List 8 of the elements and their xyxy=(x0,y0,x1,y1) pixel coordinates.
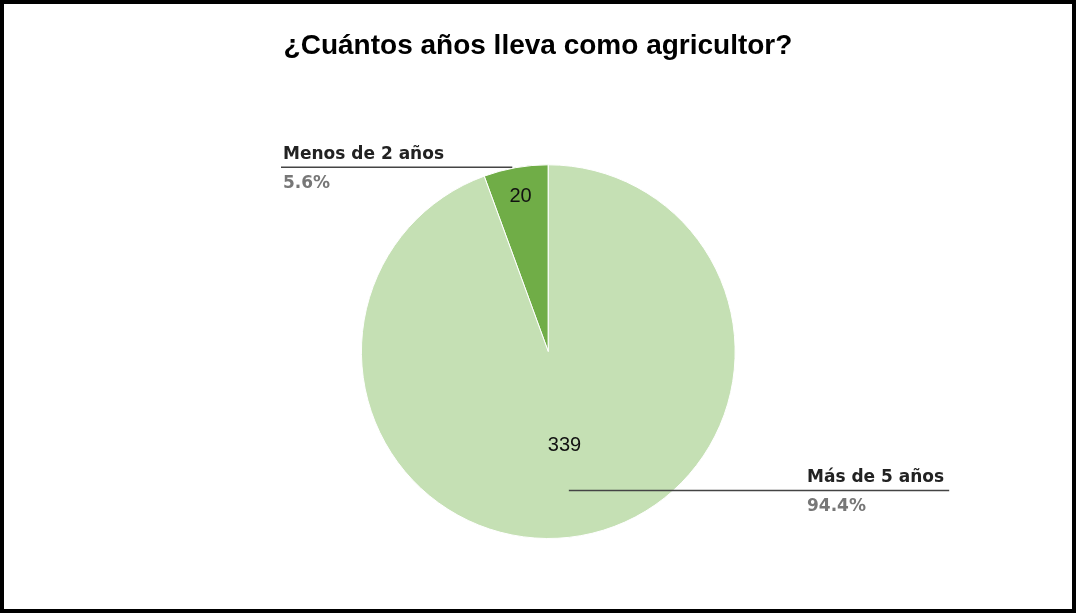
chart-title: ¿Cuántos años lleva como agricultor? xyxy=(283,28,793,60)
pie-slice xyxy=(361,164,736,539)
data-label: 20 xyxy=(509,183,532,206)
slice-label: Menos de 2 años xyxy=(283,143,445,163)
data-label: 339 xyxy=(547,432,582,455)
slice-label: Más de 5 años xyxy=(807,466,945,486)
text: 94.4% xyxy=(807,495,866,515)
text: 5.6% xyxy=(283,172,331,192)
